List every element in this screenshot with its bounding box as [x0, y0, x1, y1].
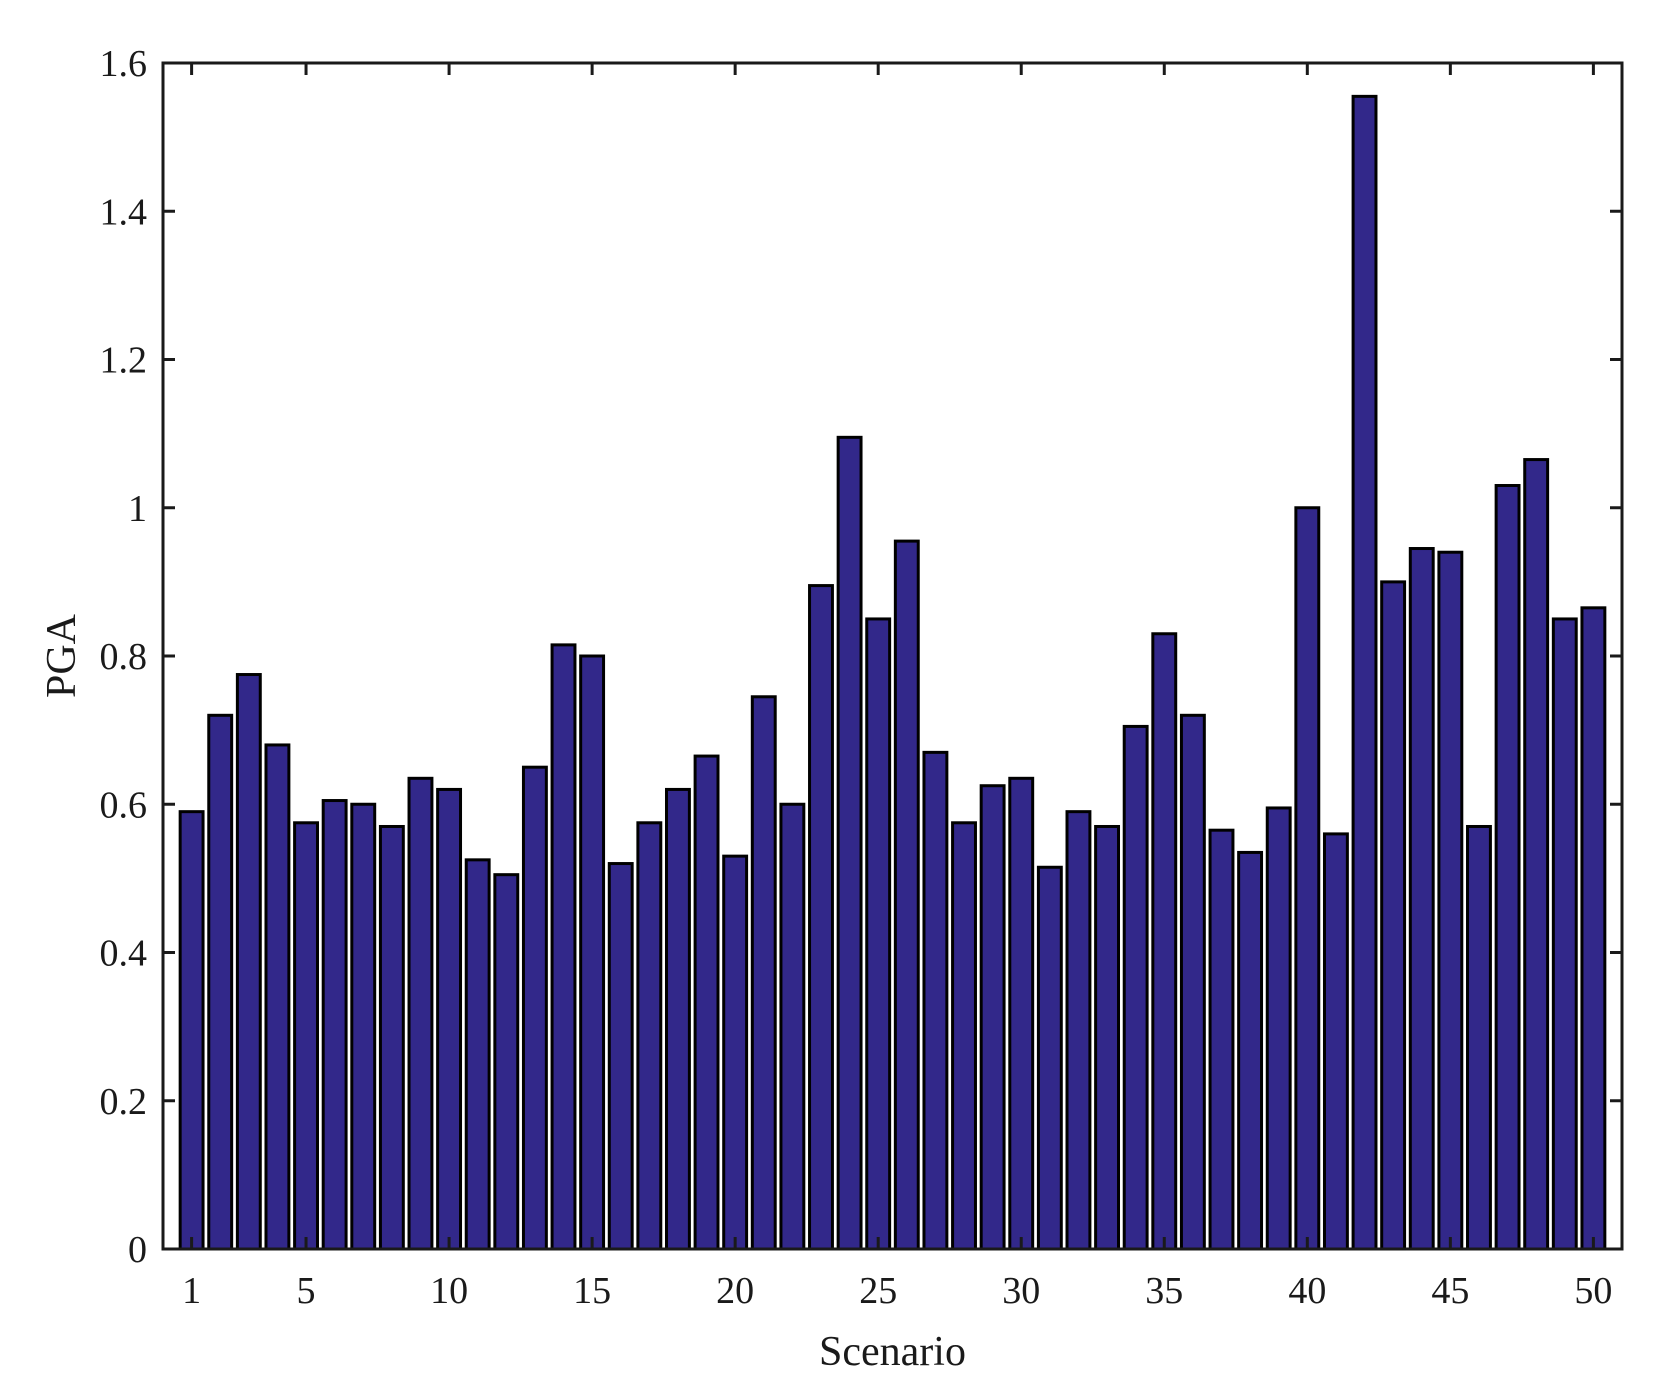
y-tick-label-0.6: 0.6	[100, 784, 148, 826]
y-axis-label: PGA	[39, 613, 85, 698]
tick-labels-group: 1 5 10 15 20 25 30 35 40 45 5000.20.40.60.811.21.4…	[100, 43, 1613, 1312]
bar-scenario-14	[550, 643, 577, 1251]
bar-scenario-28	[951, 821, 977, 1251]
bar-scenario-50	[1580, 606, 1607, 1251]
y-tick-label-1.4: 1.4	[100, 191, 148, 233]
bar-scenario-1	[178, 810, 205, 1251]
x-tick-label-40: 40	[1288, 1270, 1326, 1312]
bar-scenario-39	[1265, 806, 1292, 1251]
bar-scenario-23	[808, 584, 834, 1251]
bar-scenario-34	[1122, 724, 1149, 1251]
bar-scenario-19	[693, 754, 720, 1251]
bar-scenario-11	[464, 858, 491, 1251]
bar-scenario-25	[865, 617, 892, 1251]
x-tick-label-30: 30	[1002, 1270, 1040, 1312]
bar-scenario-38	[1237, 850, 1264, 1251]
bar-scenario-45	[1437, 550, 1464, 1251]
y-tick-label-0.8: 0.8	[100, 636, 148, 678]
bar-scenario-43	[1380, 580, 1407, 1251]
y-tick-label-0.4: 0.4	[100, 933, 148, 975]
bar-scenario-9	[407, 776, 434, 1251]
bar-scenario-6	[321, 799, 348, 1251]
bar-scenario-12	[493, 873, 520, 1251]
bar-scenario-2	[207, 713, 234, 1251]
x-tick-label-25: 25	[859, 1270, 897, 1312]
bar-scenario-46	[1466, 824, 1492, 1251]
bar-scenario-27	[922, 750, 949, 1251]
x-tick-label-1: 1	[182, 1270, 201, 1312]
bar-scenario-15	[579, 654, 606, 1251]
bar-scenario-24	[836, 435, 863, 1251]
bar-scenario-37	[1208, 828, 1235, 1251]
bar-scenario-21	[750, 695, 777, 1251]
bar-scenario-26	[893, 539, 920, 1251]
bar-scenario-16	[607, 862, 634, 1251]
bar-scenario-3	[235, 673, 262, 1251]
bar-scenario-18	[665, 787, 691, 1251]
y-tick-label-1.6: 1.6	[100, 43, 148, 85]
bar-scenario-7	[350, 802, 377, 1251]
y-tick-label-0.2: 0.2	[100, 1081, 148, 1123]
x-tick-label-15: 15	[573, 1270, 611, 1312]
x-axis-label: Scenario	[819, 1329, 966, 1375]
bar-scenario-30	[1008, 776, 1035, 1251]
x-tick-label-5: 5	[297, 1270, 316, 1312]
bar-scenario-47	[1494, 484, 1521, 1251]
bar-scenario-49	[1551, 617, 1578, 1251]
bar-scenario-20	[722, 854, 749, 1251]
y-tick-label-0: 0	[128, 1229, 147, 1271]
bar-scenario-10	[436, 787, 463, 1251]
x-tick-label-45: 45	[1431, 1270, 1469, 1312]
bar-scenario-35	[1151, 632, 1178, 1251]
x-tick-label-50: 50	[1574, 1270, 1612, 1312]
bar-scenario-32	[1065, 810, 1092, 1251]
bar-scenario-31	[1036, 865, 1063, 1251]
bar-scenario-41	[1322, 832, 1349, 1251]
bar-scenario-33	[1094, 824, 1121, 1251]
bar-scenario-40	[1294, 506, 1321, 1251]
x-tick-label-35: 35	[1145, 1270, 1183, 1312]
x-tick-label-10: 10	[430, 1270, 468, 1312]
bar-scenario-48	[1523, 458, 1550, 1251]
bar-scenario-29	[979, 784, 1006, 1251]
x-tick-label-20: 20	[716, 1270, 754, 1312]
bar-scenario-5	[293, 821, 319, 1251]
bar-scenario-17	[636, 821, 663, 1251]
y-tick-label-1.2: 1.2	[100, 340, 148, 382]
bar-scenario-4	[264, 743, 291, 1251]
bar-scenario-22	[779, 802, 806, 1251]
bar-scenario-36	[1179, 713, 1206, 1251]
bar-scenario-42	[1351, 94, 1378, 1251]
bar-scenario-44	[1408, 547, 1435, 1251]
y-tick-label-1: 1	[128, 488, 147, 530]
bar-scenario-13	[521, 765, 548, 1251]
bar-scenario-8	[378, 824, 405, 1251]
axes-box	[161, 61, 1624, 1251]
